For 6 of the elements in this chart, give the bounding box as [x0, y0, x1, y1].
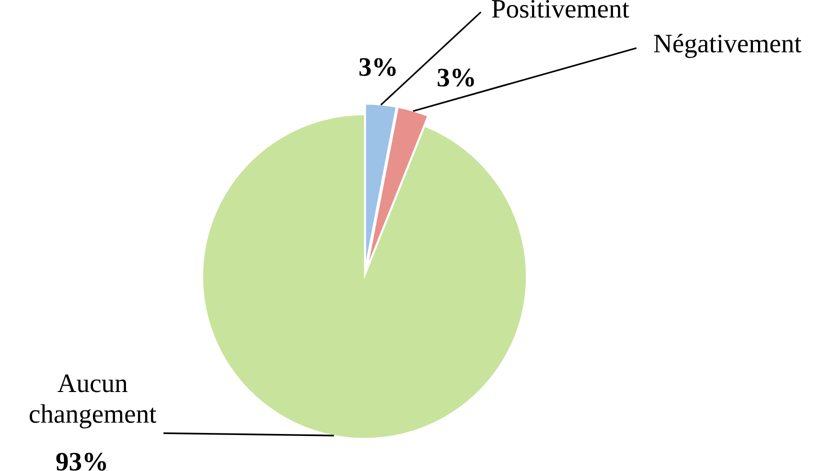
slice-label: Positivement — [492, 0, 630, 18]
data-label: 3% — [438, 68, 474, 87]
slice-label: Aucun changement — [30, 374, 156, 428]
slice-label: Négativement — [654, 34, 802, 58]
data-label: 3% — [359, 58, 396, 76]
data-label: 93% — [56, 452, 106, 471]
